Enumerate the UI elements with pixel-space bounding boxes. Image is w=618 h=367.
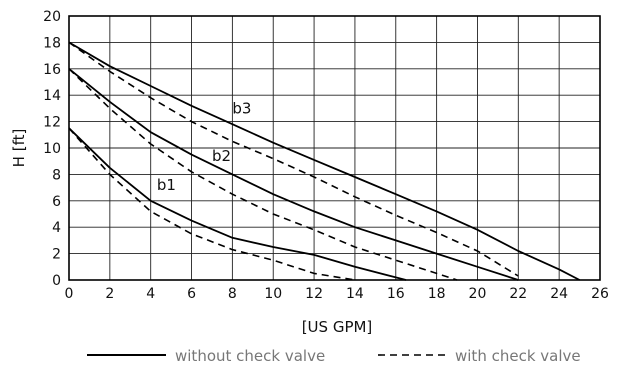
x-tick-label: 16: [387, 286, 405, 302]
x-tick-label: 14: [346, 286, 364, 302]
curve-b1-dashed: [68, 127, 356, 281]
y-tick-label: 4: [52, 220, 61, 236]
y-tick-label: 14: [43, 88, 61, 104]
curve-label-b2: b2: [212, 147, 231, 165]
x-tick-label: 10: [264, 286, 282, 302]
x-axis-label: [US GPM]: [302, 318, 373, 336]
x-tick-label: 4: [146, 286, 155, 302]
curve-b2-solid: [68, 68, 519, 281]
y-tick-label: 2: [52, 247, 61, 263]
x-tick-label: 26: [591, 286, 609, 302]
curve-b3-dashed: [68, 41, 519, 277]
y-tick-label: 0: [52, 273, 61, 289]
x-tick-label: 12: [305, 286, 323, 302]
curve-labels: b1 b2 b3: [157, 100, 252, 195]
x-tick-label: 6: [187, 286, 196, 302]
y-axis-label: H [ft]: [10, 129, 28, 168]
y-tick-label: 18: [43, 35, 61, 51]
plot-frame: [68, 15, 601, 281]
x-tick-label: 0: [65, 286, 74, 302]
y-tick-label: 10: [43, 141, 61, 157]
legend: without check valve with check valve: [87, 347, 581, 365]
x-tick-label: 8: [228, 286, 237, 302]
x-tick-label: 24: [550, 286, 568, 302]
y-tick-label: 16: [43, 62, 61, 78]
legend-label-dashed: with check valve: [455, 347, 581, 365]
grid: [68, 15, 601, 281]
curves: [68, 41, 581, 281]
curve-label-b1: b1: [157, 176, 176, 194]
y-tick-label: 12: [43, 115, 61, 131]
x-tick-label: 20: [469, 286, 487, 302]
x-tick-label: 22: [509, 286, 527, 302]
x-tick-label: 18: [428, 286, 446, 302]
curve-label-b3: b3: [232, 100, 251, 118]
legend-label-solid: without check valve: [175, 347, 325, 365]
curve-b3-solid: [68, 41, 581, 281]
curve-b2-dashed: [68, 68, 458, 281]
y-tick-label: 20: [43, 9, 61, 25]
curve-b1-solid: [68, 127, 407, 281]
x-tick-label: 2: [105, 286, 114, 302]
y-tick-label: 8: [52, 167, 61, 183]
y-tick-label: 6: [52, 194, 61, 210]
